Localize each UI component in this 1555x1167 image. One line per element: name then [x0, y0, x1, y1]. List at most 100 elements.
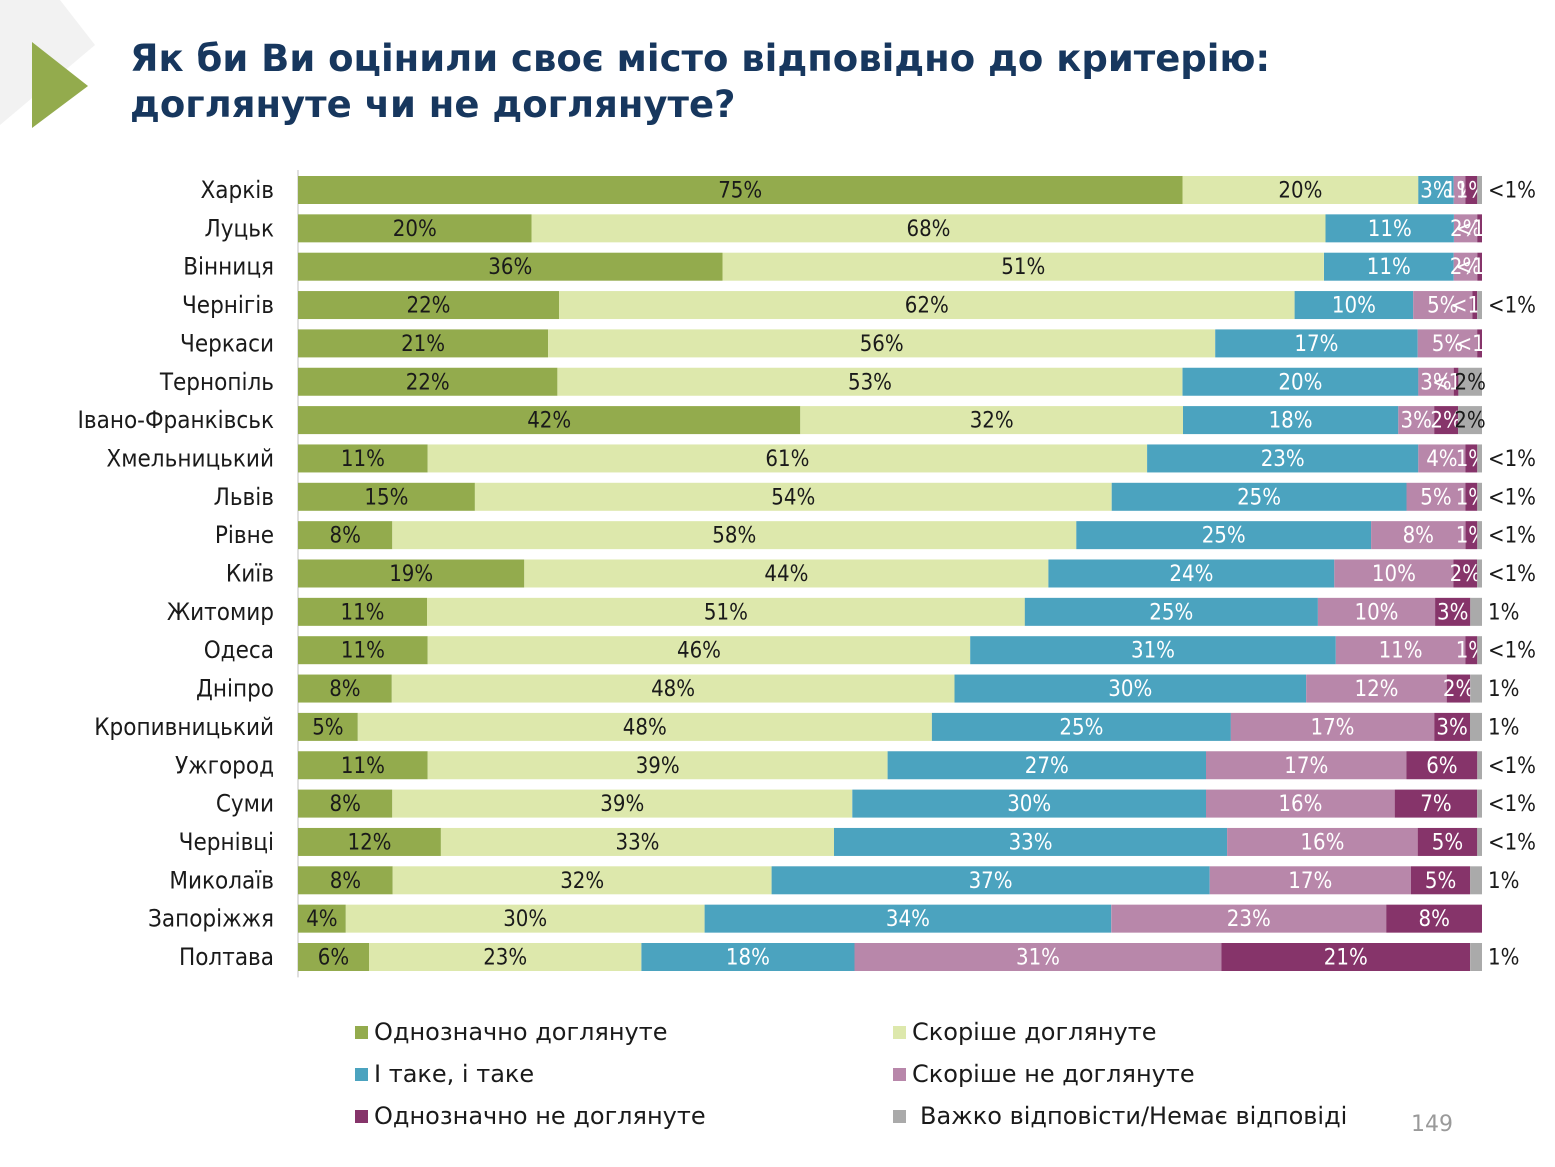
data-label: 20% — [1278, 179, 1322, 204]
data-label: 24% — [1169, 562, 1213, 587]
bar-segment — [298, 789, 393, 818]
data-label: 68% — [907, 217, 951, 242]
bar-segment — [1076, 521, 1372, 550]
data-label: 5% — [1420, 485, 1451, 510]
legend-item-rather-maintained: Скоріше доглянуте — [893, 1018, 1157, 1046]
category-label: Запоріжжя — [148, 905, 274, 933]
bar-segment — [1111, 904, 1387, 933]
bar-segment — [1470, 674, 1482, 703]
legend-item-definitely-not-maintained: Однозначно не доглянуте — [355, 1102, 706, 1130]
data-label: 8% — [329, 792, 360, 817]
bar-segment — [1434, 406, 1459, 435]
bar-segment — [392, 789, 853, 818]
data-label: 58% — [712, 524, 756, 549]
data-label: 56% — [860, 332, 904, 357]
bar-segment — [1335, 636, 1466, 665]
data-label: 16% — [1278, 792, 1322, 817]
bar-segment — [641, 943, 855, 971]
bar-segment — [1477, 176, 1482, 204]
bar-segment — [298, 444, 428, 473]
legend-item-hard-to-say: Важко відповісти/Немає відповіді — [893, 1102, 1347, 1130]
data-label: 39% — [600, 792, 644, 817]
data-label: 10% — [1332, 294, 1376, 319]
page-number: 149 — [1411, 1112, 1453, 1137]
legend-label: Однозначно доглянуте — [374, 1018, 668, 1046]
bar-segment — [854, 943, 1222, 971]
bar-segment — [1470, 597, 1482, 626]
data-label: 53% — [848, 370, 892, 395]
data-label: 1% — [1456, 524, 1487, 549]
bar-segment — [1477, 291, 1482, 320]
bar-segment — [1209, 866, 1411, 895]
bar-segment — [427, 751, 888, 780]
category-label: Івано-Франківськ — [78, 406, 275, 434]
category-label: Кропивницький — [94, 713, 274, 741]
data-label: <1% — [1451, 294, 1499, 319]
bar-segment — [298, 597, 427, 626]
data-label: <1% — [1488, 294, 1536, 319]
data-label: 19% — [389, 562, 433, 587]
bar-segment — [1406, 751, 1478, 780]
data-label: 4% — [306, 907, 337, 932]
data-label: <1% — [1488, 179, 1536, 204]
bar-segment — [1477, 789, 1482, 818]
data-label: 11% — [1368, 217, 1412, 242]
data-label: 32% — [970, 409, 1014, 434]
data-label: 10% — [1372, 562, 1416, 587]
legend-label: Скоріше доглянуте — [912, 1018, 1157, 1046]
bar-segment — [1294, 291, 1414, 320]
data-label: 54% — [771, 485, 815, 510]
data-label: 23% — [1261, 447, 1305, 472]
legend-label: Важко відповісти/Немає відповіді — [920, 1102, 1348, 1130]
bar-segment — [1215, 329, 1418, 358]
data-label: 25% — [1202, 524, 1246, 549]
legend-swatch — [355, 1067, 368, 1081]
bar-segment — [1418, 444, 1466, 473]
data-label: 2% — [1454, 409, 1485, 434]
bar-segment — [1386, 904, 1482, 933]
title-line-2: доглянуте чи не доглянуте? — [130, 83, 736, 126]
bar-segment — [1411, 866, 1471, 895]
data-label: 33% — [616, 830, 660, 855]
data-label: 8% — [1403, 524, 1434, 549]
data-label: 3% — [1420, 179, 1451, 204]
category-label: Хмельницький — [106, 444, 274, 472]
bar-segment — [1470, 943, 1482, 971]
data-label: 18% — [726, 946, 770, 971]
data-label: 46% — [677, 639, 721, 664]
data-label: 1% — [1488, 946, 1519, 971]
bar-segment — [1470, 712, 1482, 741]
bar-segment — [1334, 559, 1454, 588]
data-label: 10% — [1355, 600, 1399, 625]
bar-segment — [1306, 674, 1447, 703]
bar-segment — [1470, 866, 1482, 895]
data-label: <1% — [1488, 830, 1536, 855]
bar-segment — [1477, 444, 1482, 473]
category-label: Львів — [214, 483, 274, 511]
bar-segment — [524, 559, 1049, 588]
bar-segment — [1398, 406, 1435, 435]
data-label: <1% — [1488, 639, 1536, 664]
bar-segment — [298, 712, 358, 741]
legend-label: І таке, і таке — [374, 1060, 535, 1088]
data-label: 3% — [1437, 600, 1468, 625]
bar-segment — [1417, 827, 1478, 856]
bar-segment — [1465, 521, 1478, 550]
data-label: 15% — [364, 485, 408, 510]
data-label: 16% — [1300, 830, 1344, 855]
data-label: 8% — [329, 524, 360, 549]
bar-segment — [1477, 751, 1482, 780]
data-label: 5% — [312, 715, 343, 740]
data-label: 3% — [1400, 409, 1431, 434]
legend-item-rather-not-maintained: Скоріше не доглянуте — [893, 1060, 1195, 1088]
bar-segment — [1477, 521, 1482, 550]
bar-segment — [1465, 482, 1478, 511]
bar-segment — [887, 751, 1206, 780]
bar-segment — [1230, 712, 1435, 741]
stacked-bar-chart: Харків 75% 20% 3%1%1% <1%Луцьк 20% 68% 11% 2%<1%… — [78, 170, 1536, 978]
data-label: 22% — [406, 370, 450, 395]
bar-segment — [298, 521, 393, 550]
bar-segment — [1477, 252, 1482, 281]
bar-segment — [298, 827, 441, 856]
bar-segment — [298, 329, 549, 358]
